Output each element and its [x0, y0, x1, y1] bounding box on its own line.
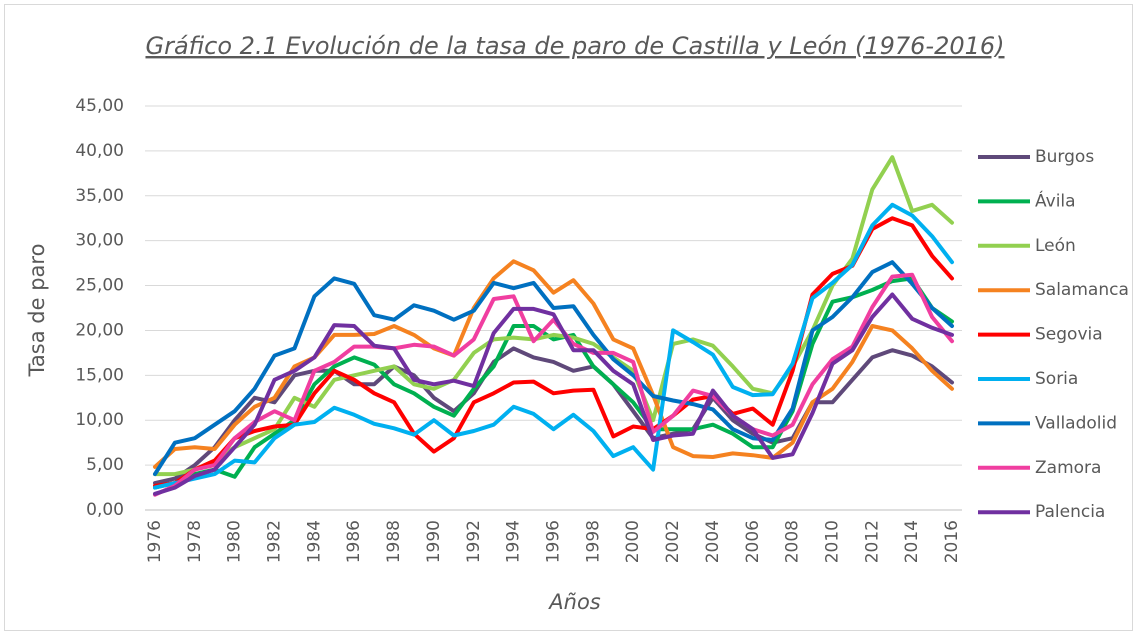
legend-label: Soria — [1035, 369, 1078, 389]
y-tick-label: 25,00 — [75, 276, 124, 296]
series-line — [153, 155, 954, 477]
legend-label: Salamanca — [1035, 280, 1129, 300]
series-line — [153, 346, 954, 486]
x-axis-title: Años — [547, 590, 601, 614]
x-tick-label: 1978 — [185, 520, 205, 563]
y-tick-label: 30,00 — [75, 231, 124, 251]
x-tick-label: 1976 — [145, 520, 165, 563]
x-tick-label: 1992 — [464, 520, 484, 563]
legend-label: Segovia — [1035, 325, 1103, 345]
series-line — [153, 292, 954, 496]
x-tick-label: 1998 — [583, 520, 603, 563]
y-tick-label: 0,00 — [86, 500, 124, 520]
y-tick-label: 5,00 — [86, 455, 124, 475]
legend-label: Burgos — [1035, 147, 1094, 167]
y-tick-label: 45,00 — [75, 96, 124, 116]
legend-label: Zamora — [1035, 458, 1101, 478]
series-line — [153, 272, 954, 497]
x-tick-label: 1988 — [384, 520, 404, 563]
y-tick-label: 35,00 — [75, 186, 124, 206]
x-tick-label: 1996 — [544, 520, 564, 563]
x-tick-label: 1984 — [304, 520, 324, 563]
y-tick-label: 15,00 — [75, 365, 124, 385]
series-line — [153, 260, 954, 477]
x-tick-label: 2002 — [663, 520, 683, 563]
y-tick-label: 20,00 — [75, 320, 124, 340]
chart-frame — [4, 4, 1133, 631]
legend-label: Ávila — [1035, 189, 1076, 211]
legend-label: Palencia — [1035, 502, 1105, 522]
y-axis-title: Tasa de paro — [25, 244, 49, 378]
y-tick-label: 10,00 — [75, 410, 124, 430]
x-tick-label: 2012 — [862, 520, 882, 563]
x-tick-label: 2016 — [942, 520, 962, 563]
x-tick-label: 2006 — [743, 520, 763, 563]
x-tick-label: 2014 — [902, 520, 922, 563]
x-tick-label: 2008 — [783, 520, 803, 563]
x-tick-label: 1994 — [504, 520, 524, 563]
y-tick-label: 40,00 — [75, 141, 124, 161]
series-line — [153, 202, 954, 490]
x-tick-label: 2010 — [822, 520, 842, 563]
x-tick-label: 2000 — [623, 520, 643, 563]
x-tick-label: 1986 — [344, 520, 364, 563]
series-line — [153, 216, 954, 488]
legend-label: Valladolid — [1035, 413, 1117, 433]
legend-label: León — [1035, 236, 1076, 256]
x-tick-label: 1980 — [225, 520, 245, 563]
chart-title: Gráfico 2.1 Evolución de la tasa de paro… — [145, 32, 1004, 60]
x-tick-label: 1990 — [424, 520, 444, 563]
x-tick-label: 2004 — [703, 520, 723, 563]
x-tick-label: 1982 — [265, 520, 285, 563]
